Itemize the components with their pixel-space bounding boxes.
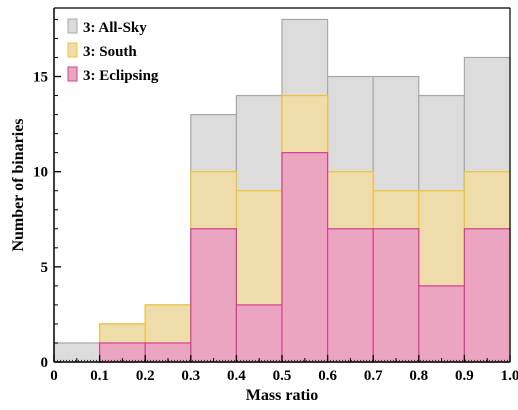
bar-series-3-bin-9 [418,285,465,363]
bar-series-3-bin-5 [235,304,283,363]
ticks-layer: 0 0.1 0.2 0.3 0.4 0.5 0.6 0.7 0.8 0.9 1.0 0 5 10 15 [33,18,518,384]
x-tick-label-2: 0.2 [136,368,155,384]
bars-layer [53,18,511,363]
y-tick-label-0: 0 [41,355,49,371]
bar-series-3-bin-10 [463,228,511,363]
x-tick-label-4: 0.4 [227,368,246,384]
y-tick-label-3: 15 [33,70,48,86]
y-axis-title: Number of binaries [10,118,27,251]
x-tick-label-3: 0.3 [181,368,200,384]
x-tick-label-10: 1.0 [501,368,518,384]
x-tick-label-6: 0.6 [318,368,337,384]
bar-series-3-bin-8 [372,228,420,363]
x-tick-label-0: 0 [50,368,58,384]
x-tick-label-8: 0.8 [409,368,428,384]
x-tick-label-9: 0.9 [455,368,474,384]
x-tick-label-7: 0.7 [364,368,383,384]
x-tick-label-1: 0.1 [90,368,109,384]
legend-label-2: 3: South [83,44,137,60]
legend-swatch-2 [67,42,78,58]
legend-swatch-3 [67,66,78,82]
legend-label-1: 3: All-Sky [83,20,147,36]
x-axis-title: Mass ratio [246,387,318,404]
bar-series-3-bin-7 [327,228,374,363]
bar-series-3-bin-4 [190,228,238,363]
legend: 3: All-Sky 3: South 3: Eclipsing [67,18,159,84]
legend-swatch-1 [67,18,78,34]
bar-series-3-bin-6 [281,152,329,363]
y-tick-label-1: 5 [41,260,49,276]
legend-label-3: 3: Eclipsing [83,68,159,84]
x-tick-label-5: 0.5 [273,368,292,384]
y-tick-label-2: 10 [33,165,48,181]
